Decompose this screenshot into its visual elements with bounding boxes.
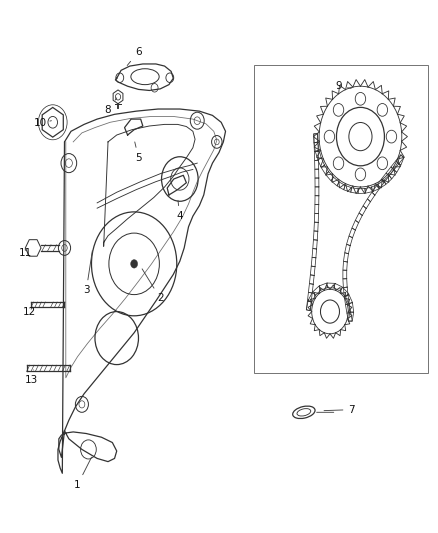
Text: 6: 6 bbox=[127, 47, 142, 66]
Text: 7: 7 bbox=[324, 405, 355, 415]
Text: 5: 5 bbox=[135, 142, 142, 163]
Text: 12: 12 bbox=[23, 306, 36, 317]
Bar bbox=[254, 65, 428, 373]
Text: 8: 8 bbox=[105, 98, 117, 115]
Circle shape bbox=[131, 260, 138, 268]
Text: 9: 9 bbox=[336, 81, 351, 91]
Text: 11: 11 bbox=[19, 248, 32, 259]
Text: 13: 13 bbox=[25, 370, 38, 385]
Text: 3: 3 bbox=[83, 251, 92, 295]
Text: 10: 10 bbox=[34, 118, 51, 128]
Text: 1: 1 bbox=[74, 457, 92, 490]
Text: 4: 4 bbox=[177, 200, 183, 221]
Text: 2: 2 bbox=[142, 269, 163, 303]
